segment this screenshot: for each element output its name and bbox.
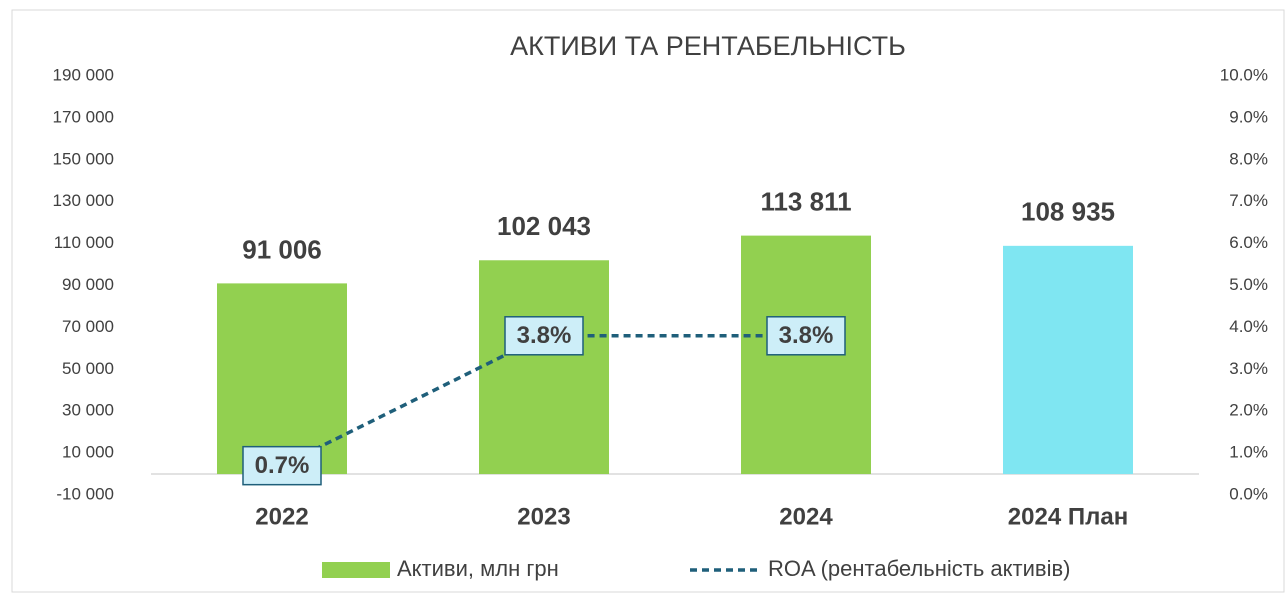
chart-title: АКТИВИ ТА РЕНТАБЕЛЬНІСТЬ: [510, 31, 906, 61]
legend-label: Активи, млн грн: [397, 556, 559, 581]
bar-value-label: 102 043: [497, 211, 591, 241]
bar: [1003, 245, 1133, 475]
x-tick-label: 2024: [779, 503, 833, 530]
y-tick-label: 130 000: [53, 191, 114, 210]
data-label-box: [504, 316, 584, 356]
line-value-label: 3.8%: [779, 322, 834, 349]
bar-value-label: 108 935: [1021, 197, 1115, 227]
bar-value-label: 113 811: [760, 186, 851, 216]
y-tick-label: 150 000: [53, 149, 114, 168]
y2-tick-label: 7.0%: [1229, 191, 1268, 210]
y2-tick-label: 5.0%: [1229, 275, 1268, 294]
y2-tick-label: 10.0%: [1220, 65, 1268, 84]
y2-tick-label: 0.0%: [1229, 484, 1268, 503]
y-tick-label: 110 000: [54, 233, 114, 252]
y-tick-label: 10 000: [62, 443, 114, 462]
line-value-label: 0.7%: [255, 452, 310, 479]
data-label-box: [242, 445, 322, 486]
data-label-box: [766, 316, 846, 356]
legend-swatch: [322, 562, 390, 578]
bar: [479, 260, 609, 475]
y2-tick-label: 1.0%: [1229, 443, 1268, 462]
bar-value-label: 91 006: [242, 234, 322, 264]
x-tick-label: 2023: [517, 503, 570, 530]
legend-label: ROA (рентабельність активів): [768, 556, 1071, 581]
y2-tick-label: 2.0%: [1229, 401, 1268, 420]
line-value-label: 3.8%: [517, 322, 572, 349]
y2-tick-label: 6.0%: [1229, 233, 1268, 252]
y-tick-label: 170 000: [53, 107, 114, 126]
y2-tick-label: 9.0%: [1229, 107, 1268, 126]
y-tick-label: 90 000: [62, 275, 114, 294]
y-tick-label: -10 000: [56, 484, 114, 503]
x-tick-label: 2024 План: [1008, 503, 1128, 530]
bar: [217, 283, 347, 475]
y-tick-label: 190 000: [53, 65, 114, 84]
y-tick-label: 50 000: [62, 359, 114, 378]
y-tick-label: 70 000: [62, 317, 114, 336]
x-tick-label: 2022: [255, 503, 308, 530]
y-tick-label: 30 000: [62, 401, 114, 420]
y2-tick-label: 8.0%: [1229, 149, 1268, 168]
y2-tick-label: 3.0%: [1229, 359, 1268, 378]
y2-tick-label: 4.0%: [1229, 317, 1268, 336]
